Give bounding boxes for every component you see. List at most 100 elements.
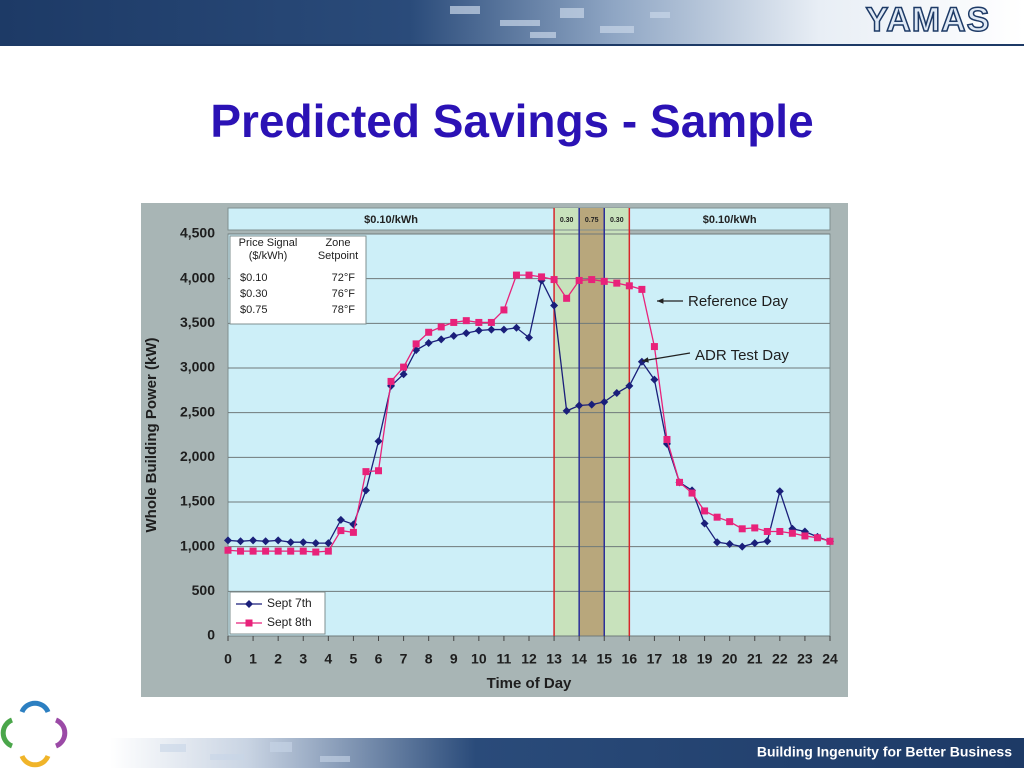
point bbox=[400, 363, 408, 371]
point bbox=[701, 507, 709, 515]
x-tick-label: 23 bbox=[797, 651, 813, 667]
point bbox=[738, 525, 746, 533]
table-cell: 78°F bbox=[332, 304, 356, 316]
point bbox=[462, 317, 470, 325]
point bbox=[424, 338, 433, 347]
point bbox=[776, 527, 784, 535]
band-label: 0.30 bbox=[610, 217, 624, 224]
point bbox=[563, 294, 571, 302]
y-tick-label: 2,500 bbox=[180, 403, 215, 419]
x-tick-label: 3 bbox=[299, 651, 307, 667]
point bbox=[249, 536, 258, 545]
point bbox=[638, 285, 646, 293]
point bbox=[738, 542, 747, 551]
point bbox=[525, 271, 533, 279]
x-tick-label: 1 bbox=[249, 651, 257, 667]
point bbox=[425, 328, 433, 336]
x-tick-label: 22 bbox=[772, 651, 788, 667]
table-header: Price Signal bbox=[239, 237, 298, 249]
table-header: Setpoint bbox=[318, 250, 358, 262]
point bbox=[337, 527, 345, 535]
point bbox=[700, 519, 709, 528]
point bbox=[237, 547, 245, 555]
x-tick-label: 16 bbox=[622, 651, 638, 667]
point bbox=[650, 375, 659, 384]
x-tick-label: 10 bbox=[471, 651, 487, 667]
point bbox=[437, 323, 445, 331]
y-axis-title: Whole Building Power (kW) bbox=[143, 338, 160, 533]
point bbox=[437, 335, 446, 344]
point bbox=[499, 325, 508, 334]
x-tick-label: 20 bbox=[722, 651, 738, 667]
setpoint-table bbox=[229, 235, 367, 325]
point bbox=[274, 536, 283, 545]
point bbox=[412, 340, 420, 348]
point bbox=[361, 486, 370, 495]
x-axis-title: Time of Day bbox=[487, 675, 572, 692]
point bbox=[374, 437, 383, 446]
point bbox=[575, 401, 584, 410]
point bbox=[375, 467, 382, 475]
y-tick-label: 4,000 bbox=[180, 269, 215, 285]
point bbox=[311, 539, 320, 548]
chart: $0.10/kWh 0.30 0.75 0.30 $0.10/kWh 0 500 1,000 1… bbox=[143, 207, 838, 692]
point bbox=[249, 547, 257, 555]
point bbox=[663, 435, 671, 443]
point bbox=[475, 318, 483, 326]
x-tick-label: 17 bbox=[647, 651, 663, 667]
point bbox=[224, 546, 232, 554]
banner-decor bbox=[450, 6, 670, 38]
x-tick-label: 19 bbox=[697, 651, 713, 667]
footer-decor bbox=[160, 742, 350, 762]
point bbox=[274, 547, 282, 555]
point bbox=[625, 381, 634, 390]
point bbox=[299, 547, 307, 555]
point bbox=[349, 528, 357, 536]
arrow-head bbox=[642, 357, 649, 363]
y-tick-label: 1,500 bbox=[180, 493, 215, 509]
point bbox=[449, 331, 458, 340]
point bbox=[550, 301, 559, 310]
x-tick-label: 11 bbox=[497, 651, 512, 667]
point bbox=[625, 282, 633, 290]
point bbox=[286, 538, 295, 547]
legend-marker bbox=[245, 619, 253, 627]
annotation: Reference Day bbox=[688, 293, 789, 310]
band-label: 0.30 bbox=[560, 217, 574, 224]
point bbox=[588, 276, 596, 284]
point bbox=[801, 532, 809, 540]
annotation: ADR Test Day bbox=[695, 347, 789, 364]
logo: YAMAS bbox=[866, 1, 991, 39]
table-cell: $0.30 bbox=[240, 288, 268, 300]
point bbox=[538, 273, 546, 281]
y-tick-label: 3,000 bbox=[180, 359, 215, 375]
footer-text: Building Ingenuity for Better Business bbox=[757, 744, 1012, 760]
point bbox=[676, 478, 683, 486]
point bbox=[512, 271, 520, 279]
x-tick-label: 21 bbox=[747, 651, 763, 667]
point bbox=[399, 370, 408, 379]
point bbox=[650, 343, 658, 351]
point bbox=[236, 537, 245, 546]
legend-marker bbox=[245, 600, 253, 608]
x-tick-label: 6 bbox=[375, 651, 383, 667]
x-tick-label: 15 bbox=[596, 651, 612, 667]
legend bbox=[229, 591, 326, 635]
point bbox=[261, 537, 270, 546]
point bbox=[324, 547, 332, 555]
x-tick-label: 2 bbox=[274, 651, 282, 667]
point bbox=[826, 537, 834, 545]
point bbox=[224, 536, 232, 545]
table-cell: $0.75 bbox=[240, 304, 268, 316]
slide-title: Predicted Savings - Sample bbox=[210, 95, 813, 147]
point bbox=[725, 539, 734, 548]
point bbox=[387, 377, 395, 385]
point bbox=[487, 325, 496, 334]
point bbox=[512, 323, 521, 332]
point bbox=[474, 326, 483, 335]
point bbox=[637, 357, 646, 366]
legend-label: Sept 7th bbox=[267, 596, 312, 610]
point bbox=[763, 537, 772, 546]
bottom-banner bbox=[110, 738, 1024, 768]
point bbox=[688, 489, 696, 497]
